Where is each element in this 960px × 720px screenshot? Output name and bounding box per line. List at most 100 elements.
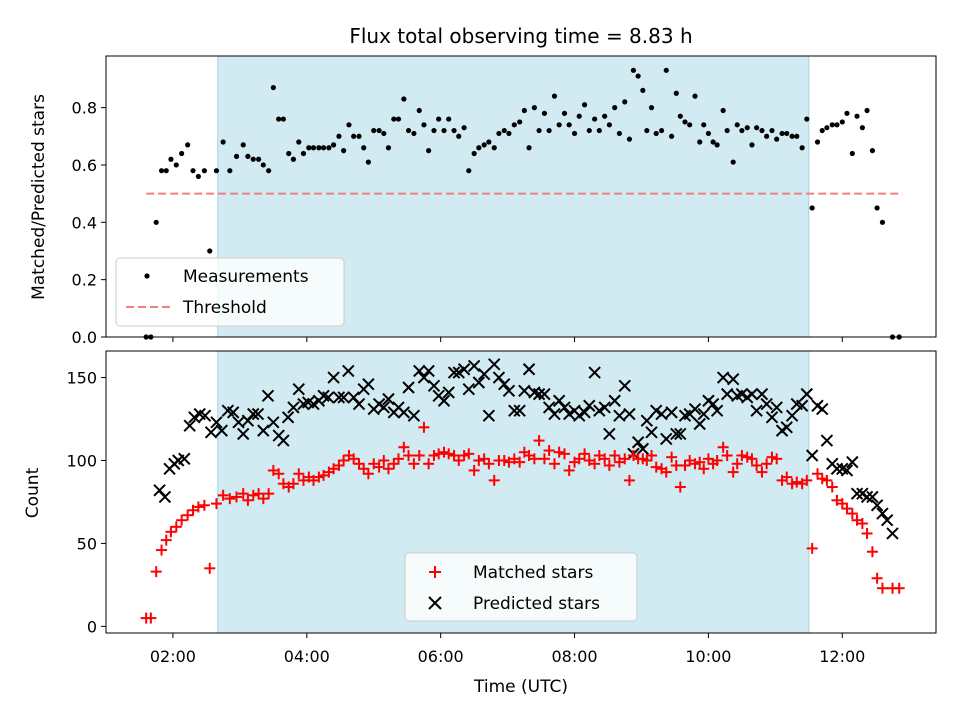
measurement-point [749,142,755,148]
measurement-point [571,130,578,137]
predicted-star-point [880,513,894,527]
measurement-point [240,142,246,148]
measurement-point [190,168,196,174]
matched-star-point [253,488,265,500]
predicted-star-point [830,462,844,475]
predicted-star-point [805,449,819,462]
measurement-point [280,116,286,122]
measurement-point [441,127,447,134]
matched-star-point [563,464,575,476]
legend-measurements-label: Measurements [183,267,309,287]
predicted-star-point [281,411,295,424]
predicted-star-point [645,426,658,439]
matched-star-point [438,446,450,458]
matched-star-point [468,464,480,476]
measurement-point [501,127,507,134]
measurement-point [720,107,726,114]
measurement-point [371,127,377,134]
measurement-point [270,84,276,91]
top-y-axis-label: Matched/Predicted stars [29,94,49,300]
measurement-point [697,139,703,145]
legend-predicted-marker [428,596,442,610]
matched-star-point [689,458,701,470]
measurement-point [471,150,477,157]
predicted-star-point [750,404,763,417]
measurement-point [596,127,602,134]
measurement-point [207,248,213,254]
predicted-star-point [237,427,250,441]
measurement-point [626,136,633,142]
predicted-star-point [402,381,415,394]
predicted-star-point [876,507,889,520]
predicted-star-point [413,364,426,378]
measurement-point [401,96,407,102]
x-tick-label: 08:00 [551,647,597,666]
measurement-point [486,139,492,145]
measurement-point [859,125,865,131]
predicted-star-point [640,414,654,427]
predicted-star-point [158,490,172,504]
matched-star-point [893,582,905,594]
predicted-star-point [362,377,375,391]
matched-star-point [263,488,275,500]
predicted-star-point [502,384,516,398]
matched-star-point [660,466,672,478]
matched-star-point [458,450,470,462]
matched-star-point [646,450,658,462]
matched-star-point [333,459,345,471]
matched-star-point [866,546,878,558]
matched-star-point [791,476,803,488]
matched-star-point [702,453,714,465]
predicted-star-point [860,490,874,504]
measurement-point [395,116,402,122]
measurement-point [158,168,165,174]
matched-star-point [543,445,555,457]
predicted-star-point [198,409,212,422]
measurement-point [361,145,367,151]
matched-star-point [247,489,259,501]
measurement-point [316,145,322,151]
measurement-point [809,205,815,211]
bottom-y-tick-label: 150 [66,369,97,388]
legend-measurements-marker [144,273,150,279]
measurement-point [739,127,745,134]
predicted-star-point [183,419,196,432]
predicted-star-point [840,464,854,477]
matched-star-point [408,458,420,470]
matched-star-point [204,562,216,574]
measurement-point [754,125,760,131]
measurement-point [163,168,169,174]
measurement-point [476,145,482,151]
measurement-point [606,122,612,128]
measurement-point [644,127,650,134]
predicted-star-point [462,382,475,396]
matched-star-point [393,453,405,465]
measurement-point [769,127,775,134]
matched-star-point [165,526,177,538]
measurement-point [213,168,220,174]
measurement-point [844,110,850,116]
measurement-point [496,130,502,137]
predicted-star-point [760,397,773,411]
matched-star-point [821,474,833,486]
predicted-star-point [210,416,223,429]
matched-star-point [619,453,631,465]
predicted-star-point [558,401,571,414]
predicted-star-point [755,387,769,401]
matched-star-point [498,454,510,466]
predicted-star-point [816,402,829,416]
measurement-point [506,130,512,137]
predicted-star-point [277,434,290,447]
predicted-star-point [693,417,706,431]
bottom-y-tick-label: 50 [77,534,97,553]
matched-star-point [876,582,888,594]
measurement-point [201,168,207,174]
predicted-star-point [447,366,461,379]
measurement-point [461,125,467,131]
bottom-axes-frame [105,350,937,634]
x-tick-label: 12:00 [819,647,865,666]
predicted-star-point [377,401,390,414]
predicted-star-point [688,402,702,416]
predicted-star-point [710,404,724,417]
